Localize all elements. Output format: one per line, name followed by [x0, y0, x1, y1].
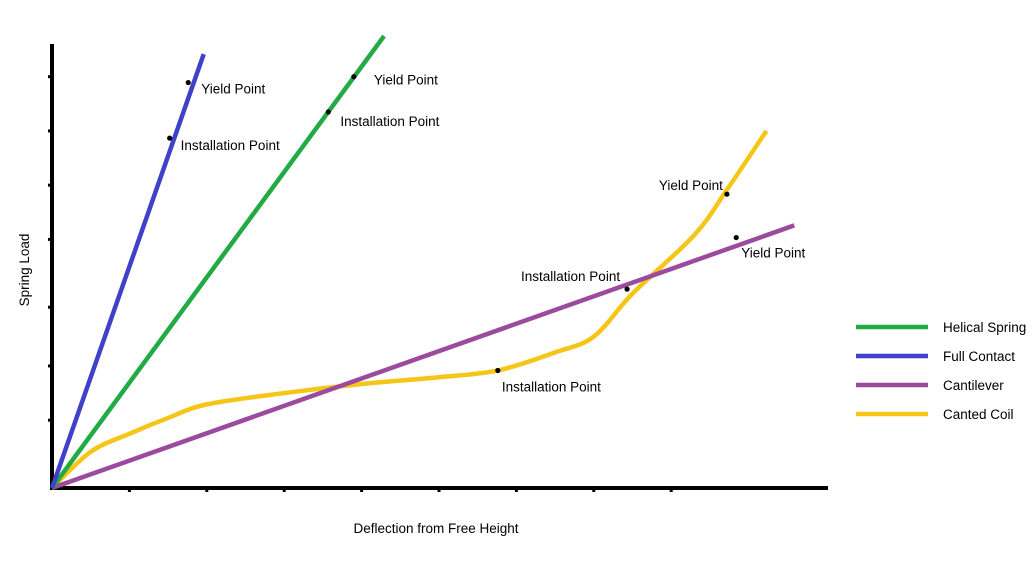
point-label-canted-coil: Installation Point — [502, 379, 601, 394]
legend: Helical Spring Full Contact Cantilever Cant… — [856, 320, 1026, 422]
x-axis-label: Deflection from Free Height — [353, 521, 518, 536]
point-marker-canted-coil — [724, 191, 730, 197]
legend-label-helical-spring: Helical Spring — [943, 320, 1026, 335]
point-label-cantilever: Installation Point — [521, 269, 620, 284]
point-marker-helical-spring — [325, 109, 331, 115]
point-label-canted-coil: Yield Point — [659, 178, 723, 193]
point-label-full-contact: Installation Point — [181, 138, 280, 153]
point-marker-cantilever — [733, 234, 739, 241]
y-ticks — [48, 75, 52, 422]
series-layer — [49, 34, 796, 491]
point-marker-cantilever — [624, 286, 630, 292]
point-label-helical-spring: Installation Point — [340, 114, 439, 129]
series-line-full-contact — [49, 53, 206, 489]
point-label-cantilever: Yield Point — [741, 246, 805, 261]
series-line-cantilever — [51, 223, 796, 491]
legend-label-cantilever: Cantilever — [943, 378, 1004, 393]
series-line-helical-spring — [50, 34, 386, 490]
axes — [48, 44, 828, 492]
point-marker-canted-coil — [495, 367, 501, 374]
points-layer: Installation Point Yield Point Installatio… — [167, 73, 806, 394]
legend-label-full-contact: Full Contact — [943, 349, 1015, 364]
x-ticks — [127, 488, 673, 492]
series-line-canted-coil — [50, 129, 769, 490]
point-marker-full-contact — [167, 135, 173, 141]
point-label-full-contact: Yield Point — [201, 82, 265, 97]
point-marker-helical-spring — [351, 74, 357, 80]
y-axis-label: Spring Load — [17, 234, 32, 307]
point-label-helical-spring: Yield Point — [374, 73, 438, 88]
legend-label-canted-coil: Canted Coil — [943, 407, 1014, 422]
point-marker-full-contact — [185, 79, 191, 86]
